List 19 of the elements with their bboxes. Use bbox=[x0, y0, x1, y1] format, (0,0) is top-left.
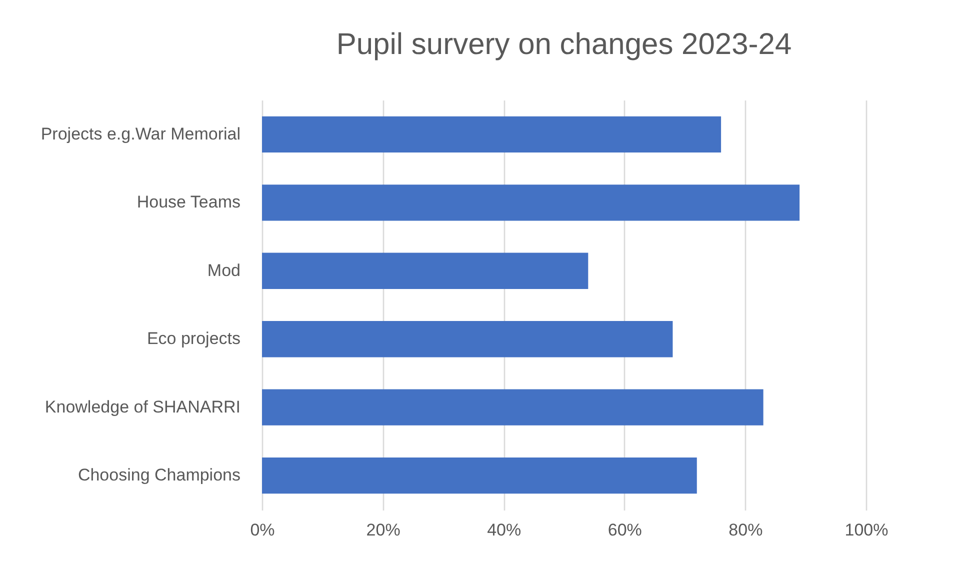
x-tick-label: 0% bbox=[250, 520, 275, 540]
x-tick-label: 40% bbox=[487, 520, 522, 540]
bar bbox=[262, 116, 722, 153]
x-tick-label: 20% bbox=[366, 520, 400, 540]
y-tick-label: Eco projects bbox=[146, 329, 240, 348]
chart-title: Pupil survery on changes 2023-24 bbox=[336, 28, 792, 61]
bar bbox=[262, 321, 673, 358]
y-tick-label: Knowledge of SHANARRI bbox=[44, 397, 240, 416]
bar bbox=[262, 457, 697, 494]
bar bbox=[262, 389, 764, 426]
x-tick-label: 80% bbox=[728, 520, 763, 540]
x-tick-label: 60% bbox=[608, 520, 642, 540]
bar bbox=[262, 184, 800, 221]
x-tick-label: 100% bbox=[844, 520, 888, 540]
y-tick-label: Choosing Champions bbox=[78, 466, 240, 485]
bar bbox=[262, 252, 588, 289]
y-tick-label: House Teams bbox=[136, 192, 240, 212]
y-tick-label: Mod bbox=[207, 260, 240, 280]
y-tick-label: Projects e.g.War Memorial bbox=[40, 124, 240, 144]
